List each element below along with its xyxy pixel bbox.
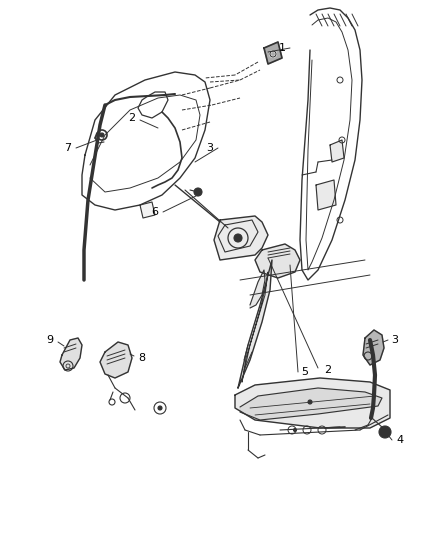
Polygon shape: [60, 338, 82, 370]
Polygon shape: [140, 202, 155, 218]
Text: 1: 1: [279, 43, 286, 53]
Text: 2: 2: [128, 113, 136, 123]
Text: 2: 2: [325, 365, 332, 375]
Circle shape: [100, 133, 104, 137]
Polygon shape: [235, 378, 390, 428]
Text: 3: 3: [392, 335, 399, 345]
Polygon shape: [214, 216, 268, 260]
Polygon shape: [255, 244, 300, 278]
Circle shape: [234, 234, 242, 242]
Polygon shape: [238, 260, 272, 388]
Text: 4: 4: [396, 435, 403, 445]
Circle shape: [308, 400, 312, 404]
Text: 9: 9: [46, 335, 53, 345]
Polygon shape: [363, 330, 384, 365]
Text: 7: 7: [64, 143, 71, 153]
Text: 3: 3: [206, 143, 213, 153]
Circle shape: [158, 406, 162, 410]
Text: 5: 5: [301, 367, 308, 377]
Text: 6: 6: [152, 207, 159, 217]
Polygon shape: [316, 180, 336, 210]
Polygon shape: [100, 342, 132, 378]
Circle shape: [194, 188, 202, 196]
Text: 8: 8: [138, 353, 145, 363]
Circle shape: [379, 426, 391, 438]
Polygon shape: [264, 42, 282, 64]
Polygon shape: [250, 270, 265, 308]
Polygon shape: [330, 140, 344, 162]
Circle shape: [293, 429, 297, 432]
Polygon shape: [240, 388, 382, 420]
